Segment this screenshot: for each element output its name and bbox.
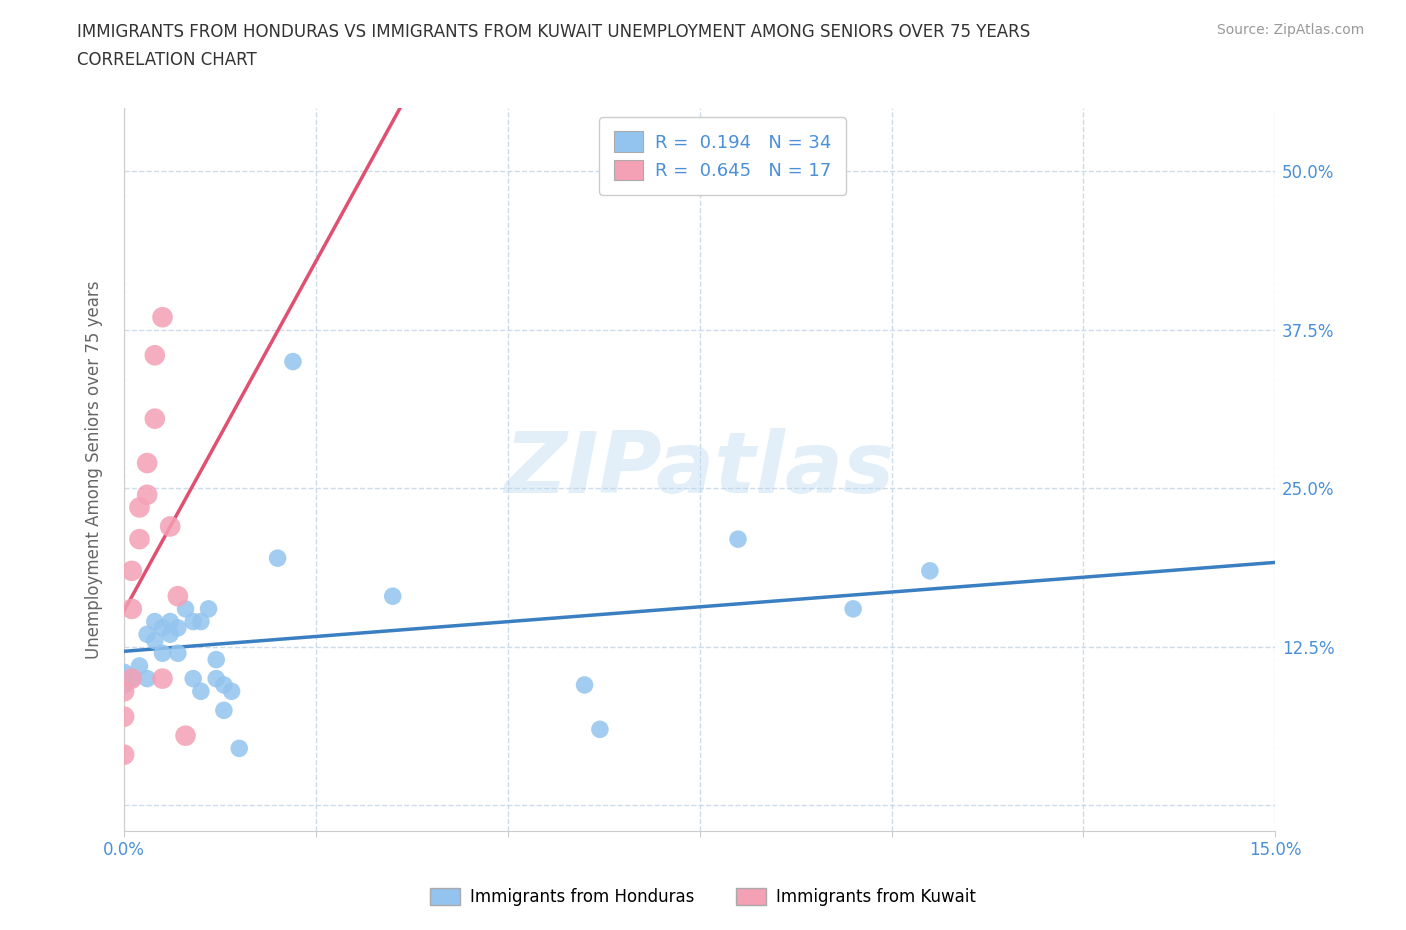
Point: [112, 665, 135, 680]
Point: [166, 589, 188, 604]
Point: [574, 678, 596, 693]
Point: [221, 684, 243, 698]
Point: [174, 728, 197, 743]
Text: ZIPatlas: ZIPatlas: [505, 428, 894, 511]
Point: [112, 748, 135, 763]
Point: [112, 710, 135, 724]
Point: [181, 671, 204, 686]
Point: [266, 551, 288, 565]
Legend: R =  0.194   N = 34, R =  0.645   N = 17: R = 0.194 N = 34, R = 0.645 N = 17: [599, 117, 846, 195]
Point: [152, 620, 174, 635]
Point: [128, 532, 150, 547]
Text: Source: ZipAtlas.com: Source: ZipAtlas.com: [1216, 23, 1364, 37]
Point: [589, 722, 612, 737]
Point: [205, 671, 228, 686]
Point: [205, 652, 228, 667]
Point: [112, 684, 135, 698]
Point: [136, 487, 159, 502]
Point: [152, 645, 174, 660]
Point: [143, 633, 166, 648]
Y-axis label: Unemployment Among Seniors over 75 years: Unemployment Among Seniors over 75 years: [86, 280, 103, 658]
Point: [166, 645, 188, 660]
Point: [136, 671, 159, 686]
Point: [918, 564, 941, 578]
Point: [842, 602, 865, 617]
Point: [121, 671, 143, 686]
Point: [159, 627, 181, 642]
Point: [281, 354, 304, 369]
Point: [112, 678, 135, 693]
Point: [212, 678, 235, 693]
Point: [136, 456, 159, 471]
Point: [121, 671, 143, 686]
Point: [212, 703, 235, 718]
Point: [381, 589, 404, 604]
Point: [228, 741, 250, 756]
Point: [174, 602, 197, 617]
Point: [128, 658, 150, 673]
Point: [159, 614, 181, 629]
Point: [159, 519, 181, 534]
Point: [190, 614, 212, 629]
Point: [143, 411, 166, 426]
Point: [128, 500, 150, 515]
Point: [121, 602, 143, 617]
Text: IMMIGRANTS FROM HONDURAS VS IMMIGRANTS FROM KUWAIT UNEMPLOYMENT AMONG SENIORS OV: IMMIGRANTS FROM HONDURAS VS IMMIGRANTS F…: [77, 23, 1031, 41]
Point: [152, 671, 174, 686]
Legend: Immigrants from Honduras, Immigrants from Kuwait: Immigrants from Honduras, Immigrants fro…: [423, 881, 983, 912]
Point: [143, 348, 166, 363]
Point: [727, 532, 749, 547]
Point: [136, 627, 159, 642]
Point: [197, 602, 219, 617]
Point: [121, 564, 143, 578]
Point: [152, 310, 174, 325]
Point: [166, 620, 188, 635]
Point: [143, 614, 166, 629]
Point: [190, 684, 212, 698]
Point: [181, 614, 204, 629]
Text: CORRELATION CHART: CORRELATION CHART: [77, 51, 257, 69]
